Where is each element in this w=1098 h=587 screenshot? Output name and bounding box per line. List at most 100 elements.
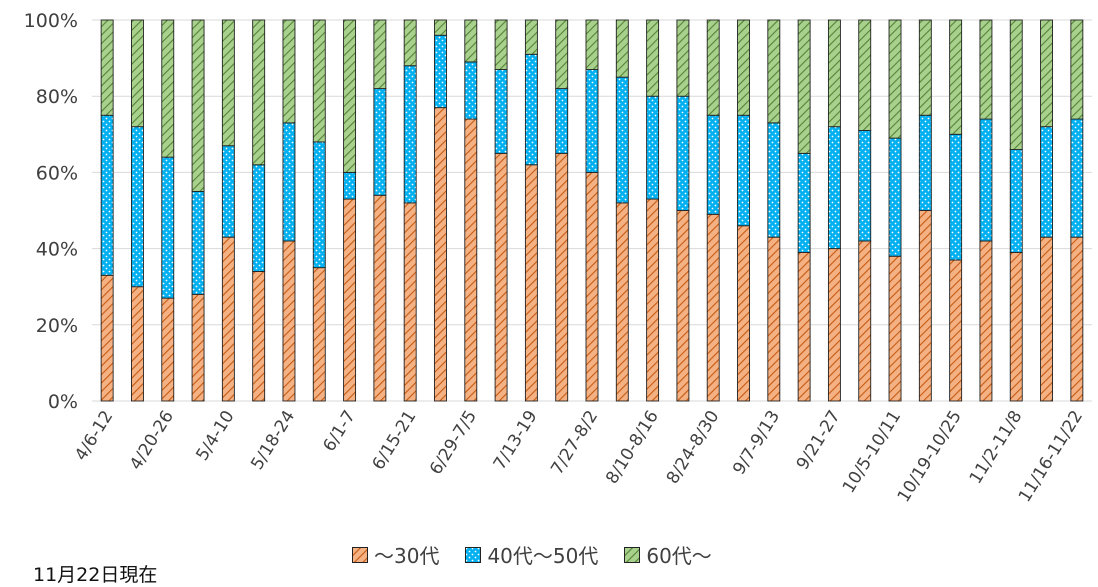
bar-segment-s1-13 xyxy=(464,118,478,402)
bar-segment-s2-13 xyxy=(464,61,478,120)
legend-label-under-30s: 〜30代 xyxy=(374,544,440,568)
bar-segment-s2-9 xyxy=(343,171,357,200)
x-tick-label-1: 4/6-12 xyxy=(71,407,117,464)
bar-segment-s3-15 xyxy=(524,19,538,55)
legend-item-40s-50s: 40代〜50代 xyxy=(465,540,598,569)
y-tick-label-1: 20% xyxy=(36,315,78,337)
bar-segment-s3-1 xyxy=(100,19,114,116)
bar-segment-s3-32 xyxy=(1040,19,1053,128)
x-tick-label-9: 6/1-7 xyxy=(319,407,359,455)
bar-segment-s3-12 xyxy=(434,19,447,36)
bar-segment-s3-21 xyxy=(706,19,720,116)
bar-segment-s3-27 xyxy=(888,19,902,139)
x-tick-label-21: 8/24-8/30 xyxy=(663,407,724,488)
bar-segment-s1-12 xyxy=(434,107,447,402)
y-tick-label-2: 40% xyxy=(36,239,78,261)
bar-segment-s2-11 xyxy=(403,65,417,204)
bar-segment-s3-18 xyxy=(615,19,629,78)
bar-segment-s2-7 xyxy=(282,122,296,242)
bar-segment-s1-8 xyxy=(312,267,326,402)
bar-segment-s2-14 xyxy=(494,69,508,154)
bar-segment-s2-5 xyxy=(221,145,235,238)
bar-segment-s2-19 xyxy=(646,95,660,200)
bar-segment-s1-1 xyxy=(100,274,114,402)
x-tick-label-25: 9/21-27 xyxy=(793,407,845,474)
bar-segment-s3-4 xyxy=(191,19,205,192)
bar-segment-s3-29 xyxy=(949,19,963,135)
bar-segment-s2-28 xyxy=(918,114,932,211)
bar-segment-s3-14 xyxy=(494,19,508,70)
bar-segment-s1-28 xyxy=(918,210,932,402)
bar-segment-s3-8 xyxy=(312,19,326,143)
bar-segment-s1-25 xyxy=(827,248,841,402)
bar-segment-s2-26 xyxy=(858,130,872,242)
x-tick-label-33: 11/16-11/22 xyxy=(1015,407,1087,506)
bar-segment-s3-33 xyxy=(1070,19,1084,120)
bar-segment-s3-3 xyxy=(161,19,175,158)
x-tick-label-3: 4/20-26 xyxy=(126,407,178,474)
bar-segment-s3-25 xyxy=(827,19,841,128)
legend-swatch-60s-plus xyxy=(624,546,641,563)
bar-segment-s3-11 xyxy=(403,19,417,67)
bar-segment-s3-28 xyxy=(918,19,932,116)
legend-swatch-under-30s xyxy=(352,546,368,563)
bar-segment-s1-9 xyxy=(343,198,357,402)
y-tick-label-5: 100% xyxy=(24,10,78,32)
bar-segment-s1-26 xyxy=(858,240,872,402)
bar-segment-s3-20 xyxy=(676,19,690,97)
x-tick-label-17: 7/27-8/2 xyxy=(547,407,602,478)
bar-segment-s1-6 xyxy=(252,271,266,402)
bar-segment-s1-5 xyxy=(221,236,235,402)
bar-segment-s1-21 xyxy=(706,213,720,402)
y-tick-label-3: 60% xyxy=(36,162,78,184)
bar-segment-s1-20 xyxy=(676,210,690,402)
bar-segment-s1-29 xyxy=(949,259,963,402)
bar-segment-s3-22 xyxy=(737,19,750,116)
legend-item-60s-plus: 60代〜 xyxy=(624,540,712,569)
bar-segment-s1-10 xyxy=(373,194,387,402)
bar-segment-s3-5 xyxy=(221,19,235,147)
bar-segment-s3-9 xyxy=(343,19,357,173)
x-tick-label-13: 6/29-7/5 xyxy=(426,407,481,478)
bar-segment-s2-33 xyxy=(1070,118,1084,238)
bar-segment-s1-18 xyxy=(615,202,629,402)
bar-segment-s2-3 xyxy=(161,156,175,299)
bar-segment-s3-26 xyxy=(858,19,872,131)
bar-segment-s3-23 xyxy=(767,19,781,124)
bar-segment-s3-13 xyxy=(464,19,478,63)
stacked-bar-chart: 0% 20% 40% 60% 80% 100% 4/6-12 4/20-26 5/4-10 5/… xyxy=(24,10,1092,506)
bar-segment-s1-33 xyxy=(1070,236,1084,402)
bar-segment-s3-16 xyxy=(555,19,569,90)
x-tick-label-31: 11/2-11/8 xyxy=(966,407,1027,488)
bar-segment-s1-31 xyxy=(1009,251,1023,402)
bar-segment-s3-31 xyxy=(1009,19,1023,150)
legend-swatch-40s-50s xyxy=(465,546,482,563)
bar-segment-s1-30 xyxy=(979,240,993,402)
bar-segment-s2-10 xyxy=(373,88,387,196)
bar-segment-s1-3 xyxy=(161,297,175,402)
bar-segment-s3-6 xyxy=(252,19,266,166)
bar-segment-s2-30 xyxy=(979,118,993,242)
bar-segment-s1-7 xyxy=(282,240,296,402)
bar-segment-s1-22 xyxy=(737,225,750,402)
bar-segment-s2-4 xyxy=(191,190,205,295)
bar-segment-s1-24 xyxy=(797,251,811,402)
bar-segment-s1-11 xyxy=(403,202,417,402)
bar-segment-s1-19 xyxy=(646,198,660,402)
bar-segment-s2-32 xyxy=(1040,126,1053,238)
bar-segment-s1-14 xyxy=(494,152,508,402)
bar-segment-s3-30 xyxy=(979,19,993,120)
x-tick-label-29: 10/19-10/25 xyxy=(894,407,966,506)
bar-segment-s2-18 xyxy=(615,76,629,204)
bar-segment-s2-27 xyxy=(888,137,902,257)
as-of-date-note: 11月22日現在 xyxy=(33,564,158,586)
bar-segment-s1-4 xyxy=(191,293,205,402)
bar-segment-s1-15 xyxy=(524,164,538,402)
bar-segment-s3-17 xyxy=(585,19,599,70)
bar-segment-s2-2 xyxy=(131,126,144,288)
bar-segment-s3-2 xyxy=(131,19,144,128)
bar-segment-s1-2 xyxy=(131,286,144,402)
bar-segment-s3-10 xyxy=(373,19,387,90)
x-tick-label-15: 7/13-19 xyxy=(490,407,542,474)
x-tick-label-7: 5/18-24 xyxy=(247,407,299,474)
